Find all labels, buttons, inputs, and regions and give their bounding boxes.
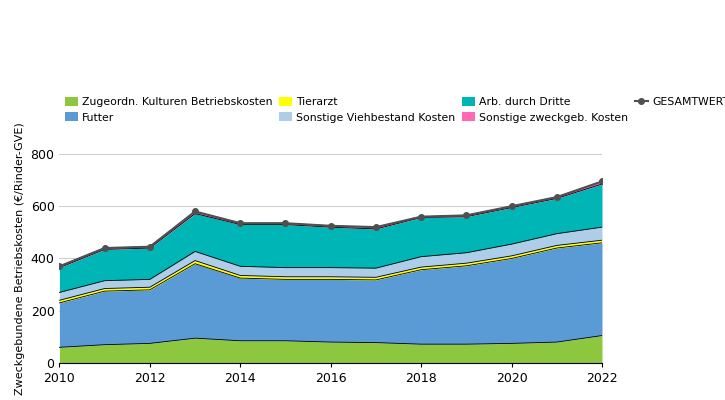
- GESAMTWERT: [417, 214, 426, 219]
- GESAMTWERT: [100, 246, 109, 250]
- GESAMTWERT: [462, 213, 471, 218]
- GESAMTWERT: [552, 195, 561, 200]
- Line: GESAMTWERT: GESAMTWERT: [57, 179, 605, 269]
- GESAMTWERT: [146, 244, 154, 249]
- GESAMTWERT: [372, 225, 381, 230]
- GESAMTWERT: [236, 221, 244, 226]
- GESAMTWERT: [55, 264, 64, 269]
- Legend: Zugeordn. Kulturen Betriebskosten, Futter, Tierarzt, Sonstige Viehbestand Kosten: Zugeordn. Kulturen Betriebskosten, Futte…: [65, 97, 725, 122]
- Y-axis label: Zweckgebundene Betriebskosten (€/Rinder-GVE): Zweckgebundene Betriebskosten (€/Rinder-…: [15, 122, 25, 395]
- GESAMTWERT: [281, 221, 290, 226]
- GESAMTWERT: [507, 204, 516, 209]
- GESAMTWERT: [597, 179, 606, 184]
- GESAMTWERT: [326, 224, 335, 228]
- GESAMTWERT: [191, 209, 199, 214]
